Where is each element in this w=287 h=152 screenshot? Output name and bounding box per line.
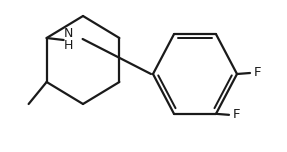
Text: F: F — [233, 108, 241, 121]
Text: N
H: N H — [64, 28, 73, 52]
Text: F: F — [254, 67, 262, 79]
